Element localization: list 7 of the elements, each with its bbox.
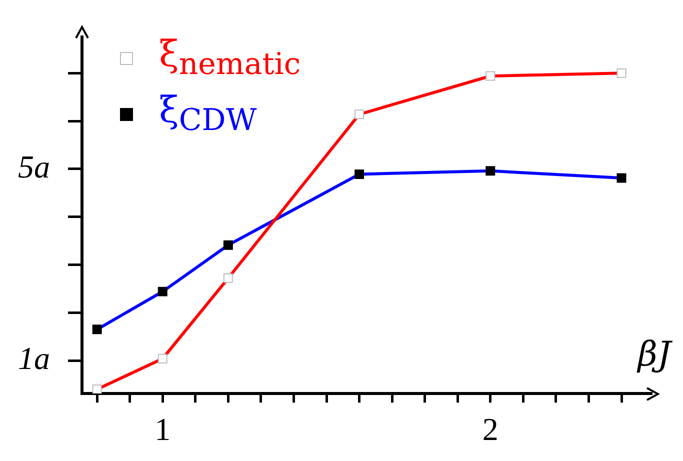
x-tick-label: 1 (154, 411, 171, 448)
x-tick-label: 2 (482, 411, 498, 448)
x-axis-title: βJ (636, 334, 674, 374)
legend-label: ξ$_{nematic}$ (159, 34, 301, 82)
legend-label: ξ$_{CDW}$ (159, 90, 257, 138)
y-tick-label: 1a (18, 340, 50, 376)
y-tick-label: 5a (18, 148, 50, 184)
